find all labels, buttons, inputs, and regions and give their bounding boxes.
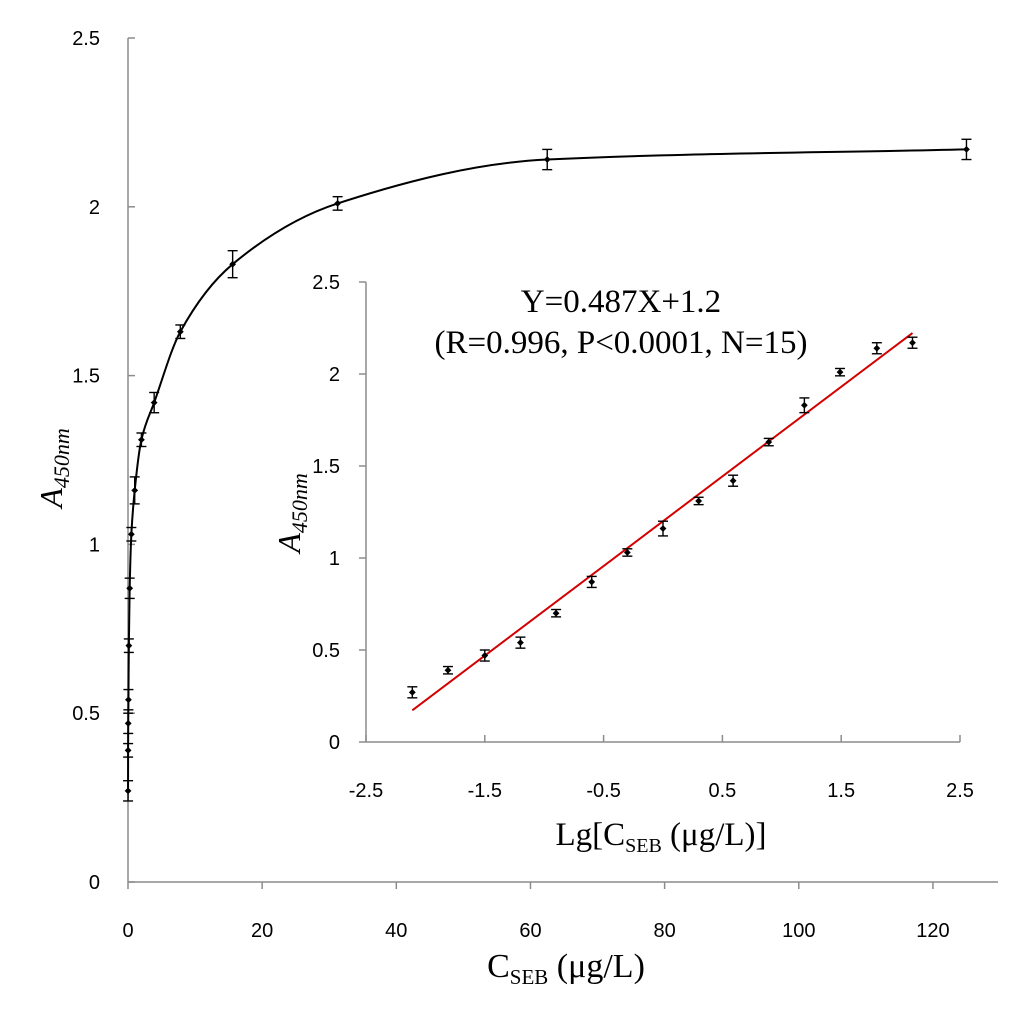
inset-chart: 0 0.5 1 1.5 2 2.5 -2.5 -1.5 -0.5 0.5 1.5 2.5 Lg[CSEB… bbox=[271, 272, 974, 857]
y-tick-label: 1 bbox=[329, 548, 340, 570]
data-point bbox=[127, 530, 135, 538]
data-point bbox=[124, 787, 132, 795]
x-axis-title: CSEB (μg/L) bbox=[487, 948, 645, 989]
x-tick-label: 20 bbox=[251, 920, 273, 942]
data-point bbox=[408, 688, 416, 696]
y-tick-label: 0.5 bbox=[72, 703, 100, 725]
y-axis-title: A450nm bbox=[271, 473, 312, 554]
data-point bbox=[623, 549, 631, 556]
data-point bbox=[588, 578, 596, 586]
equation-annotation: (R=0.996, P<0.0001, N=15) bbox=[434, 325, 807, 361]
data-point bbox=[150, 399, 158, 407]
y-tick-label: 2 bbox=[329, 364, 340, 386]
y-tick-label: 2 bbox=[89, 197, 100, 219]
x-tick-label: 0 bbox=[122, 920, 133, 942]
x-axis-title: Lg[CSEB (μg/L)] bbox=[555, 817, 766, 857]
y-tick-label: 0 bbox=[89, 872, 100, 894]
x-tick-label: -0.5 bbox=[586, 780, 620, 802]
data-point bbox=[138, 436, 145, 444]
x-tick-label: 120 bbox=[916, 920, 949, 942]
x-tick-label: 60 bbox=[519, 920, 541, 942]
x-tick-label: 2.5 bbox=[946, 780, 974, 802]
data-point bbox=[176, 328, 184, 336]
x-tick-label: -1.5 bbox=[468, 780, 502, 802]
data-point bbox=[659, 525, 667, 532]
data-point bbox=[517, 639, 524, 647]
data-point bbox=[695, 497, 703, 505]
data-point bbox=[765, 438, 773, 446]
y-tick-label: 1 bbox=[89, 534, 100, 556]
x-tick-label: 1.5 bbox=[827, 780, 855, 802]
y-tick-label: 2.5 bbox=[72, 28, 100, 50]
y-tick-label: 0 bbox=[329, 732, 340, 754]
y-tick-label: 1.5 bbox=[312, 456, 340, 478]
data-point bbox=[125, 696, 132, 704]
data-point bbox=[444, 666, 452, 674]
data-point bbox=[124, 746, 132, 754]
data-point bbox=[543, 156, 551, 163]
data-point bbox=[126, 584, 134, 592]
fitted-curve bbox=[127, 148, 967, 791]
data-point bbox=[836, 368, 844, 376]
x-tick-label: 40 bbox=[385, 920, 407, 942]
y-tick-label: 2.5 bbox=[312, 272, 340, 294]
x-tick-label: 80 bbox=[653, 920, 675, 942]
data-point bbox=[800, 401, 808, 409]
data-point bbox=[481, 652, 489, 659]
equation-annotation: Y=0.487X+1.2 bbox=[521, 284, 721, 320]
data-point bbox=[124, 719, 132, 727]
x-tick-label: 0.5 bbox=[708, 780, 736, 802]
x-tick-label: 100 bbox=[782, 920, 815, 942]
x-tick-label: -2.5 bbox=[349, 780, 383, 802]
data-point bbox=[729, 477, 737, 485]
y-tick-label: 0.5 bbox=[312, 640, 340, 662]
data-point bbox=[125, 642, 133, 650]
data-point bbox=[334, 200, 342, 207]
data-point bbox=[873, 344, 881, 352]
data-point bbox=[131, 486, 139, 494]
data-point bbox=[963, 146, 970, 153]
data-point bbox=[909, 339, 916, 347]
data-point bbox=[552, 609, 560, 617]
y-axis-title: A450nm bbox=[33, 428, 74, 509]
y-tick-label: 1.5 bbox=[72, 366, 100, 388]
data-point bbox=[229, 260, 237, 268]
